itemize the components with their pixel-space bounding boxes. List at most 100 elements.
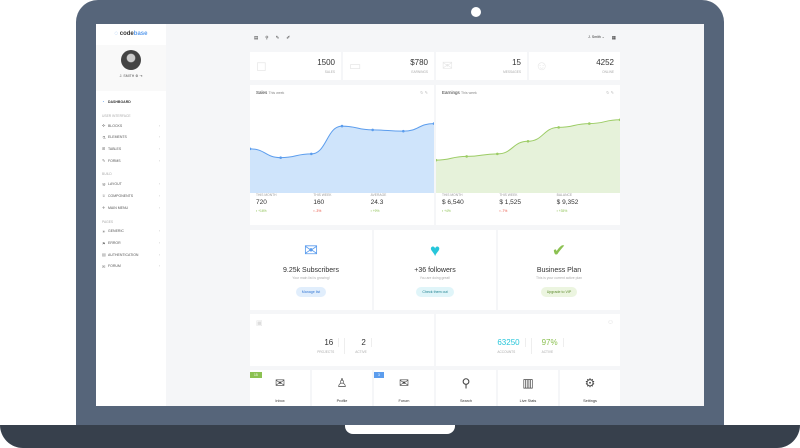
card-title: +36 followers <box>414 267 456 274</box>
tiles-row: 15 ✉ Inbox ♙ Profile 3 ✉ Forum ⚲ Search ▥ Live Stat… <box>250 370 620 406</box>
sidebar-item[interactable]: ☀ GENERIC ‹ <box>96 226 166 238</box>
stat-card[interactable]: ✉ 15 MESSAGES <box>436 52 527 80</box>
chart-point <box>618 118 620 122</box>
logout-icon[interactable]: ⇥ <box>139 74 143 78</box>
sidebar-item[interactable]: ⊞ TABLES ‹ <box>96 143 166 155</box>
summary-label: THIS MONTH <box>442 193 463 197</box>
tile-label: Settings <box>583 399 597 403</box>
summary-value: $ 1,525 <box>499 199 522 206</box>
stat-card[interactable]: ☺ 4252 ONLINE <box>529 52 620 80</box>
puzzle-icon: ✣ <box>102 123 106 129</box>
chart-title: Sales <box>256 90 268 95</box>
sidebar-item-label: COMPONENTS <box>108 193 134 198</box>
gear-icon: ⚙ <box>584 376 596 390</box>
sidebar-item-label: LAYOUT <box>108 182 122 187</box>
wrench-icon[interactable]: ✎ <box>610 90 614 95</box>
top-bar: ▤ ⚲ ✎ ✐ J. Smith ⌄ ▦ <box>250 24 620 52</box>
area-chart <box>436 118 620 193</box>
wrench-icon[interactable]: ✎ <box>275 35 280 40</box>
layout-icon[interactable]: ▦ <box>611 35 616 40</box>
sidebar-item-label: MAIN MENU <box>108 205 129 210</box>
logo[interactable]: ◌ codebase <box>114 31 148 37</box>
summary-change: +35% <box>558 209 568 213</box>
sidebar-item-label: FORUM <box>108 264 121 269</box>
tile-forum[interactable]: 3 ✉ Forum <box>374 370 434 406</box>
sidebar: ◌ codebase J. SMITH ⚙ ⇥ ◔ DASHBOARD USER I… <box>96 24 166 406</box>
search-icon[interactable]: ⚲ <box>265 35 269 40</box>
stat-label: ONLINE <box>602 70 614 74</box>
card-button[interactable]: Upgrade to VIP <box>540 287 578 297</box>
chart-summary-item: THIS MONTH 720 ▪ +16% <box>256 193 313 213</box>
stat-label: EARNINGS <box>411 70 428 74</box>
bag-icon: ◻ <box>256 58 267 73</box>
menu-icon[interactable]: ▤ <box>254 35 259 40</box>
laptop-base <box>0 425 800 448</box>
charts-row: Sales This week ↻ ✎ THIS MONTH 720 ▪ +16% TH… <box>250 85 620 225</box>
tile-search[interactable]: ⚲ Search <box>436 370 496 406</box>
tile-live-stats[interactable]: ▥ Live Stats <box>498 370 558 406</box>
chevron-left-icon: ‹ <box>158 264 160 269</box>
bulb-icon: ☀ <box>102 228 106 234</box>
summary-change: -3% <box>315 209 322 213</box>
chart-area <box>250 123 434 193</box>
user-menu[interactable]: J. Smith ⌄ <box>588 35 605 39</box>
chat-icon: ✉ <box>102 263 106 269</box>
stat-label: MESSAGES <box>503 70 521 74</box>
sidebar-item[interactable]: ✣ BLOCKS ‹ <box>96 120 166 132</box>
settings-icon[interactable]: ⚙ <box>135 74 139 78</box>
brush-icon[interactable]: ✐ <box>286 35 291 40</box>
wallet-icon: ▭ <box>349 58 362 73</box>
chart-point <box>432 122 434 125</box>
sidebar-section-header: USER INTERFACE <box>102 113 131 118</box>
sidebar-item[interactable]: ⚑ ERROR ‹ <box>96 237 166 249</box>
summary-label: THIS MONTH <box>256 193 277 197</box>
main-content: ▤ ⚲ ✎ ✐ J. Smith ⌄ ▦ ◻ 1500 SALES ▭ $780 EARNI… <box>250 24 620 406</box>
sidebar-item[interactable]: ✉ FORUM ‹ <box>96 261 166 273</box>
sidebar-item[interactable]: ⚗ ELEMENTS ‹ <box>96 131 166 143</box>
flask-icon: ⚗ <box>102 134 106 140</box>
tile-badge: 3 <box>374 372 384 378</box>
tile-inbox[interactable]: 15 ✉ Inbox <box>250 370 310 406</box>
chart-point <box>371 128 374 132</box>
screen: ◌ codebase J. SMITH ⚙ ⇥ ◔ DASHBOARD USER I… <box>96 24 704 406</box>
stat-card[interactable]: ◻ 1500 SALES <box>250 52 341 80</box>
chevron-left-icon: ‹ <box>158 158 160 163</box>
refresh-icon[interactable]: ↻ <box>420 90 424 95</box>
summary-change: -7% <box>501 209 508 213</box>
camera <box>471 7 481 17</box>
card-button[interactable]: Manage list <box>295 287 327 297</box>
refresh-icon[interactable]: ↻ <box>606 90 610 95</box>
stats-row: ◻ 1500 SALES ▭ $780 EARNINGS ✉ 15 MESSAGES ☺ 4252 O… <box>250 52 620 80</box>
wrench-icon[interactable]: ✎ <box>424 90 428 95</box>
pin-icon: ✈ <box>102 205 106 211</box>
tile-badge: 15 <box>250 372 262 378</box>
chevron-left-icon: ‹ <box>158 229 160 234</box>
user-name[interactable]: J. SMITH <box>119 74 135 78</box>
sidebar-item[interactable]: ✈ MAIN MENU ‹ <box>96 202 166 214</box>
accounts-active: 97% <box>537 338 564 347</box>
tile-label: Live Stats <box>519 399 537 403</box>
avatar[interactable] <box>121 50 141 70</box>
sidebar-item[interactable]: ◔ DASHBOARD <box>96 96 166 108</box>
accounts-count: 63250 <box>492 338 526 347</box>
tile-settings[interactable]: ⚙ Settings <box>560 370 620 406</box>
users-icon: ☺ <box>535 58 549 73</box>
sidebar-item[interactable]: ⚒ LAYOUT ‹ <box>96 178 166 190</box>
user-menu-label: J. Smith <box>588 35 601 39</box>
sidebar-item[interactable]: ♕ COMPONENTS ‹ <box>96 190 166 202</box>
promo-card: ✔ Business Plan This is your current activ… <box>498 230 620 310</box>
tile-profile[interactable]: ♙ Profile <box>312 370 372 406</box>
check-icon: ✔ <box>551 241 567 260</box>
sidebar-item[interactable]: ▤ AUTHENTICATION ‹ <box>96 249 166 261</box>
laptop-notch <box>345 425 455 434</box>
summary-value: $ 9,352 <box>556 199 579 206</box>
stat-value: 1500 <box>317 58 335 67</box>
tile-label: Forum <box>398 399 410 403</box>
projects-block: ▣ 16 PROJECTS 2 ACTIVE <box>250 314 434 366</box>
briefcase-icon: ▣ <box>256 320 263 327</box>
arrow-down-icon: ▪ <box>499 209 501 213</box>
sidebar-item[interactable]: ✎ FORMS ‹ <box>96 155 166 167</box>
summary-label: BALANCE <box>556 193 573 197</box>
stat-card[interactable]: ▭ $780 EARNINGS <box>343 52 434 80</box>
card-button[interactable]: Check them out <box>416 287 454 297</box>
